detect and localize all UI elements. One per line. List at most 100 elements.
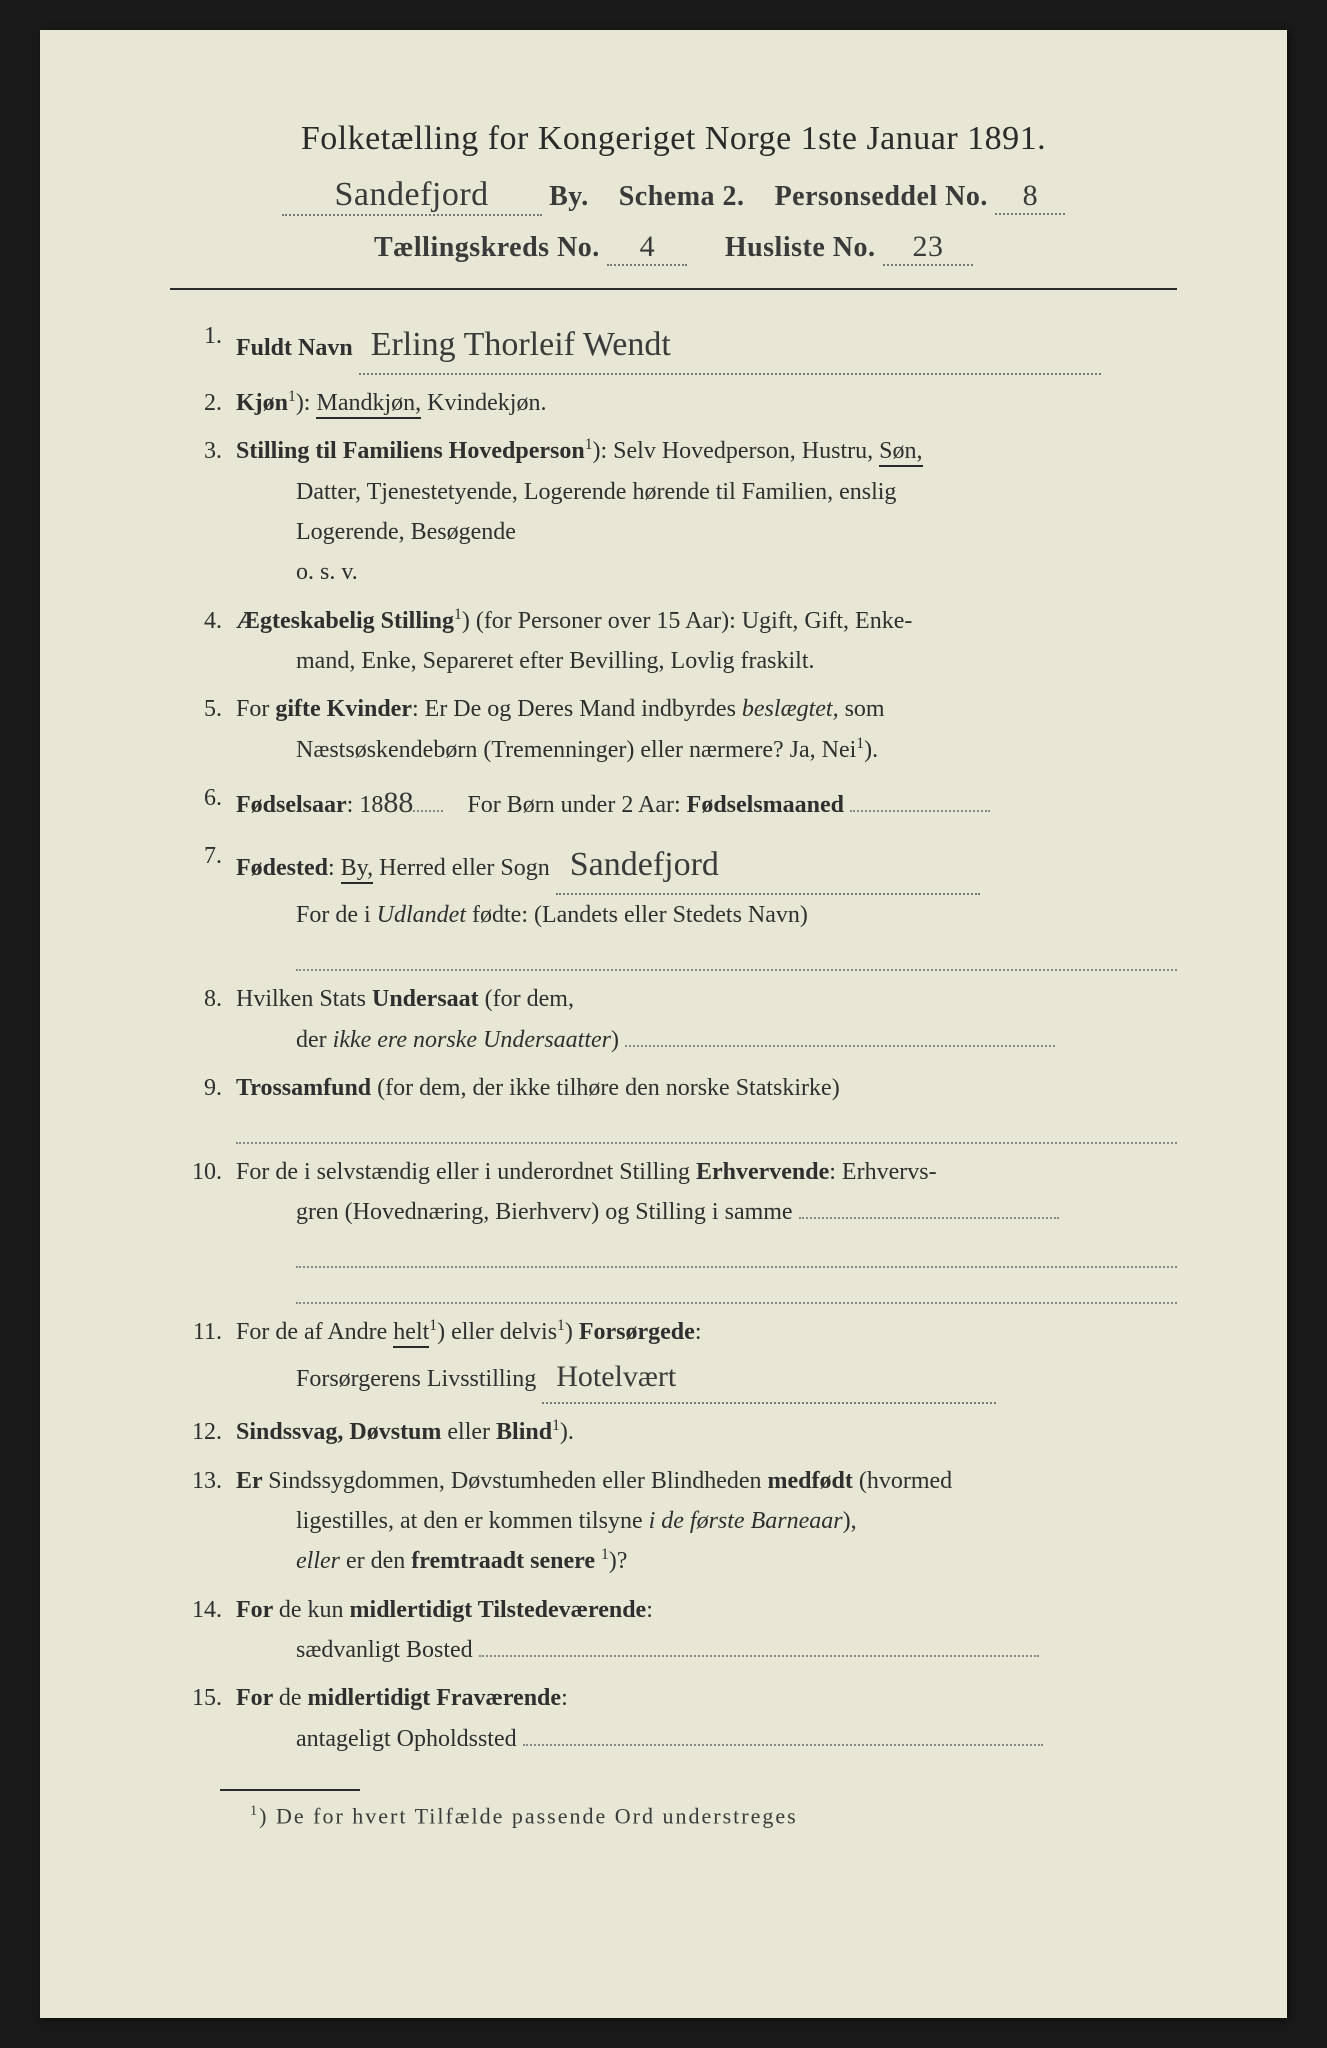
italic-text: eller (296, 1548, 340, 1574)
text: (for dem, (479, 986, 574, 1012)
label-stilling: Stilling til Familiens Hovedperson (236, 438, 585, 464)
item-10: 10. For de i selvstændig eller i underor… (170, 1152, 1177, 1304)
blank-line (296, 1268, 1177, 1304)
italic-text: ikke ere norske Undersaatter (333, 1027, 611, 1053)
item-num: 5. (170, 689, 236, 770)
item-body: For de midlertidigt Fraværende: antageli… (236, 1678, 1177, 1759)
label-sindssvag: Sindssvag, Døvstum (236, 1419, 441, 1445)
italic-text: beslægtet, (742, 696, 839, 722)
husliste-label: Husliste No. (725, 232, 876, 263)
item-num: 7. (170, 836, 236, 971)
by-label: By. (549, 181, 589, 212)
text: fødte: (Landets eller Stedets Navn) (466, 902, 808, 928)
item-body: Fuldt Navn Erling Thorleif Wendt (236, 316, 1177, 375)
text: ): Selv Hovedperson, Hustru, (593, 438, 880, 464)
text: For de af Andre (236, 1319, 393, 1345)
text: ) (611, 1027, 619, 1053)
item-body: Fødested: By, Herred eller Sogn Sandefjo… (236, 836, 1177, 971)
item-num: 15. (170, 1678, 236, 1759)
text-line: ligestilles, at den er kommen tilsyne i … (236, 1501, 1177, 1541)
kreds-label: Tællingskreds No. (374, 232, 600, 263)
text: )? (609, 1548, 628, 1574)
text: : (646, 1597, 653, 1623)
label-gifte-kvinder: gifte Kvinder (275, 696, 412, 722)
text: For de i selvstændig eller i underordnet… (236, 1159, 696, 1185)
text: ) eller delvis (437, 1319, 557, 1345)
label-aegteskab: Ægteskabelig Stilling (236, 608, 454, 634)
text-line: antageligt Opholdssted (236, 1719, 1177, 1759)
census-form: Folketælling for Kongeriget Norge 1ste J… (40, 30, 1287, 2018)
option-son-underlined: Søn, (879, 438, 922, 467)
footnote: 1) De for hvert Tilfælde passende Ord un… (250, 1803, 1177, 1829)
sup: 1 (856, 735, 864, 752)
bold-text: midlertidigt Fraværende (308, 1685, 562, 1711)
text: : Er De og Deres Mand indbyrdes (412, 696, 742, 722)
blank-line (296, 936, 1177, 972)
bold-text: midlertidigt Tilstedeværende (350, 1597, 647, 1623)
text: mand, Enke, Separeret efter Bevilling, L… (236, 641, 1177, 681)
text: : (695, 1319, 702, 1345)
text: som (839, 696, 885, 722)
item-body: Er Sindssygdommen, Døvstumheden eller Bl… (236, 1461, 1177, 1582)
item-num: 4. (170, 601, 236, 682)
text: For (236, 1597, 279, 1623)
sup: 1 (454, 606, 462, 623)
label-erhvervende: Erhvervende (696, 1159, 829, 1185)
text: : Erhvervs- (829, 1159, 936, 1185)
text-line: Forsørgerens Livsstilling Hotelvært (236, 1352, 1177, 1404)
item-body: Stilling til Familiens Hovedperson1): Se… (236, 431, 1177, 592)
text: : (561, 1685, 568, 1711)
item-14: 14. For de kun midlertidigt Tilstedevære… (170, 1590, 1177, 1671)
sup: 1 (552, 1417, 560, 1434)
item-num: 9. (170, 1068, 236, 1144)
footnote-rule (220, 1789, 360, 1791)
form-title: Folketælling for Kongeriget Norge 1ste J… (170, 120, 1177, 158)
item-3: 3. Stilling til Familiens Hovedperson1):… (170, 431, 1177, 592)
text: o. s. v. (236, 552, 1177, 592)
text: der (296, 1027, 333, 1053)
text: For de i (296, 902, 377, 928)
kreds-no-handwritten: 4 (640, 230, 656, 263)
text: de kun (279, 1597, 350, 1623)
italic-text: i de første Barneaar (649, 1508, 843, 1534)
text: ligestilles, at den er kommen tilsyne (296, 1508, 649, 1534)
text: Datter, Tjenestetyende, Logerende hørend… (236, 472, 1177, 512)
blank-line (625, 1023, 1055, 1047)
text-line: gren (Hovednæring, Bierhverv) og Stillin… (236, 1192, 1177, 1232)
item-11: 11. For de af Andre helt1) eller delvis1… (170, 1312, 1177, 1405)
header-line-2: Sandefjord By. Schema 2. Personseddel No… (170, 176, 1177, 216)
bold-text: fremtraadt senere (411, 1548, 595, 1574)
header-rule (170, 288, 1177, 290)
item-num: 6. (170, 778, 236, 828)
item-12: 12. Sindssvag, Døvstum eller Blind1). (170, 1412, 1177, 1452)
blank-line (523, 1722, 1043, 1746)
italic-text: Udlandet (377, 902, 466, 928)
text: ) (for Personer over 15 Aar): Ugift, Gif… (462, 608, 913, 634)
item-body: Sindssvag, Døvstum eller Blind1). (236, 1412, 1177, 1452)
text: For (236, 1685, 279, 1711)
item-num: 12. (170, 1412, 236, 1452)
item-body: Fødselsaar: 1888 For Børn under 2 Aar: F… (236, 778, 1177, 828)
text: ). (560, 1419, 574, 1445)
text: Er (236, 1468, 268, 1494)
sup: 1 (429, 1317, 437, 1334)
form-header: Folketælling for Kongeriget Norge 1ste J… (170, 120, 1177, 266)
item-num: 3. (170, 431, 236, 592)
text: ), (843, 1508, 857, 1534)
option-mandkjon-underlined: Mandkjøn, (316, 390, 421, 419)
item-7: 7. Fødested: By, Herred eller Sogn Sande… (170, 836, 1177, 971)
name-handwritten: Erling Thorleif Wendt (371, 326, 671, 363)
text-line: der ikke ere norske Undersaatter) (236, 1020, 1177, 1060)
label-fodselsmaaned: Fødselsmaaned (687, 792, 844, 818)
blank-line (850, 788, 990, 812)
option-helt-underlined: helt (393, 1319, 429, 1348)
item-num: 8. (170, 979, 236, 1060)
footnote-text: ) De for hvert Tilfælde passende Ord und… (259, 1803, 798, 1828)
sup: 1 (250, 1803, 259, 1819)
label-blind: Blind (496, 1419, 552, 1445)
item-num: 2. (170, 383, 236, 423)
text: eller (441, 1419, 496, 1445)
text: Herred eller Sogn (373, 855, 550, 881)
blank-line (799, 1196, 1059, 1220)
text: antageligt Opholdssted (296, 1726, 517, 1752)
